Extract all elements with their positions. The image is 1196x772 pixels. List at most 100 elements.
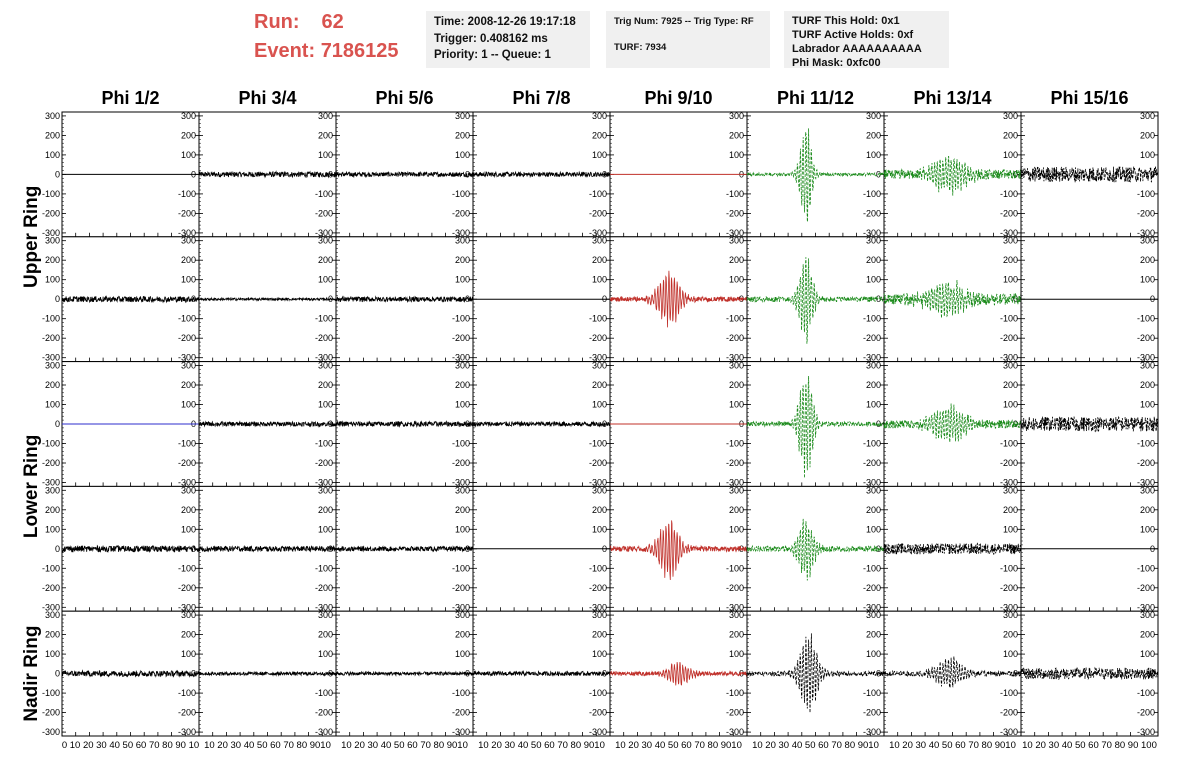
y-tick-label-right: 100 [181, 275, 196, 285]
y-tick-label-right: -100 [315, 314, 333, 324]
y-tick-label-right: -200 [1137, 333, 1155, 343]
y-tick-label-right: 200 [318, 255, 333, 265]
y-tick-label-right: -200 [1137, 208, 1155, 218]
y-tick-label-right: -300 [1000, 478, 1018, 488]
y-tick-label-right: 300 [866, 610, 881, 620]
y-tick-label-right: -300 [589, 602, 607, 612]
panel-frame [883, 236, 1022, 363]
y-tick-label-right: -200 [726, 208, 744, 218]
y-tick-label-right: -300 [1000, 602, 1018, 612]
y-tick-label-right: 100 [1140, 400, 1155, 410]
y-tick-label-right: 100 [455, 275, 470, 285]
y-tick-label-right: -200 [452, 333, 470, 343]
x-tick-labels-col-4: 10 20 30 40 50 60 70 80 9010 [478, 740, 605, 751]
column-header-phi-8: Phi 15/16 [1050, 88, 1128, 108]
y-tick-label-right: 300 [455, 361, 470, 371]
y-tick-label-right: 300 [729, 236, 744, 246]
y-tick-label-right: -200 [863, 333, 881, 343]
y-tick-label-right: 200 [592, 630, 607, 640]
y-tick-label-right: -200 [178, 708, 196, 718]
y-tick-label-right: 200 [592, 380, 607, 390]
y-tick-label-right: 100 [1003, 524, 1018, 534]
y-tick-label: -100 [42, 688, 60, 698]
y-tick-label-right: -200 [589, 708, 607, 718]
y-tick-label-right: -100 [1137, 314, 1155, 324]
waveform-trace [61, 544, 200, 553]
y-tick-label-right: 300 [318, 361, 333, 371]
y-tick-label-right: -200 [315, 208, 333, 218]
y-tick-label: 300 [45, 361, 60, 371]
y-tick-label-right: -300 [589, 228, 607, 238]
y-tick-label-right: 300 [1140, 610, 1155, 620]
waveform-trace [746, 518, 885, 581]
y-tick-label-right: 300 [866, 236, 881, 246]
waveform-trace [198, 170, 337, 179]
waveform-trace [883, 279, 1022, 319]
y-tick-label-right: 100 [592, 275, 607, 285]
y-tick-label: 200 [45, 505, 60, 515]
y-tick-label-right: 200 [592, 255, 607, 265]
waveform-trace [198, 670, 337, 677]
y-tick-label-right: -300 [178, 602, 196, 612]
y-tick-label-right: -300 [863, 478, 881, 488]
y-tick-label-right: 200 [1140, 505, 1155, 515]
y-tick-label-right: 100 [318, 150, 333, 160]
y-tick-label-right: -300 [1137, 228, 1155, 238]
y-tick-label-right: 100 [1140, 275, 1155, 285]
panel-r5-c1: -300 -300 -200 -200 -100 -100 0 0 100 100 200 200 30… [42, 610, 200, 737]
y-tick-label: 300 [45, 610, 60, 620]
y-tick-label-right: -300 [178, 478, 196, 488]
y-tick-label-right: -100 [452, 439, 470, 449]
y-tick-label-right: 300 [866, 485, 881, 495]
y-tick-label-right: -200 [1137, 583, 1155, 593]
y-tick-label-right: 0 [876, 294, 881, 304]
y-tick-label: -100 [42, 439, 60, 449]
y-tick-label-right: -200 [726, 583, 744, 593]
y-tick-label-right: 100 [592, 524, 607, 534]
y-tick-label-right: 100 [318, 275, 333, 285]
y-tick-label-right: -200 [589, 208, 607, 218]
y-tick-label-right: -200 [315, 458, 333, 468]
labrador-text: Labrador AAAAAAAAAA [792, 43, 922, 55]
y-tick-label-right: 200 [455, 130, 470, 140]
y-tick-label-right: -200 [589, 583, 607, 593]
y-tick-label-right: 200 [729, 505, 744, 515]
phi-mask-text: Phi Mask: 0xfc00 [792, 57, 881, 69]
y-tick-label-right: 300 [455, 111, 470, 121]
y-tick-label-right: -300 [1000, 727, 1018, 737]
y-tick-label-right: -100 [863, 439, 881, 449]
y-tick-label-right: 200 [729, 255, 744, 265]
y-tick-label-right: 100 [1140, 150, 1155, 160]
y-tick-label-right: 100 [866, 150, 881, 160]
y-tick-label-right: 300 [318, 610, 333, 620]
trigger-text: Trigger: 0.408162 ms [434, 32, 548, 45]
y-tick-label-right: -200 [863, 708, 881, 718]
trig-num-text: Trig Num: 7925 -- Trig Type: RF [614, 16, 754, 27]
y-tick-label: 0 [55, 544, 60, 554]
y-tick-label-right: -200 [178, 333, 196, 343]
waveform-trace [472, 669, 611, 678]
x-tick-labels-col-2: 10 20 30 40 50 60 70 80 9010 [204, 740, 331, 751]
y-tick-label-right: 100 [181, 649, 196, 659]
time-text: Time: 2008-12-26 19:17:18 [434, 16, 576, 28]
y-tick-label-right: 100 [729, 150, 744, 160]
y-tick-label-right: 100 [866, 275, 881, 285]
waveform-trace [61, 669, 200, 678]
priority-text: Priority: 1 -- Queue: 1 [434, 49, 551, 61]
y-tick-label-right: 200 [1003, 130, 1018, 140]
y-tick-label: 0 [55, 169, 60, 179]
waveform-trace [883, 155, 1022, 196]
y-tick-label-right: -200 [178, 208, 196, 218]
y-tick-label-right: -100 [315, 563, 333, 573]
y-tick-label-right: -300 [452, 353, 470, 363]
